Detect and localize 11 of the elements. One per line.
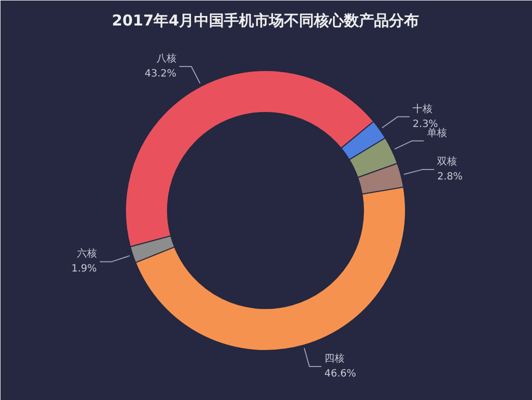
slice-label: 六核 [76, 248, 97, 260]
data-label: 46.6% [324, 368, 356, 380]
slice-label: 双核 [437, 156, 458, 168]
data-label: 1.9% [71, 264, 97, 275]
chart-title: 2017年4月中国手机市场不同核心数产品分布 [112, 12, 420, 30]
slice-label: 单核 [426, 126, 447, 139]
slice-label: 四核 [324, 352, 344, 364]
data-label: 2.8% [437, 172, 463, 183]
data-label: 43.2% [144, 68, 176, 80]
slice-label: 十核 [412, 102, 433, 115]
slice-label: 八核 [156, 52, 176, 64]
